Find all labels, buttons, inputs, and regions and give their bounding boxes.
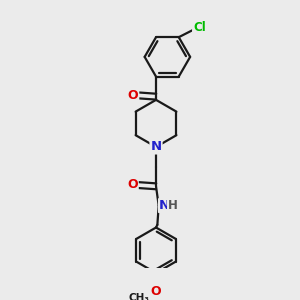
Text: CH₃: CH₃ <box>129 293 150 300</box>
Text: Cl: Cl <box>193 21 206 34</box>
Text: N: N <box>159 199 170 212</box>
Text: O: O <box>127 178 138 191</box>
Text: H: H <box>168 199 178 212</box>
Text: O: O <box>151 285 161 298</box>
Text: O: O <box>128 89 138 102</box>
Text: N: N <box>151 140 162 154</box>
